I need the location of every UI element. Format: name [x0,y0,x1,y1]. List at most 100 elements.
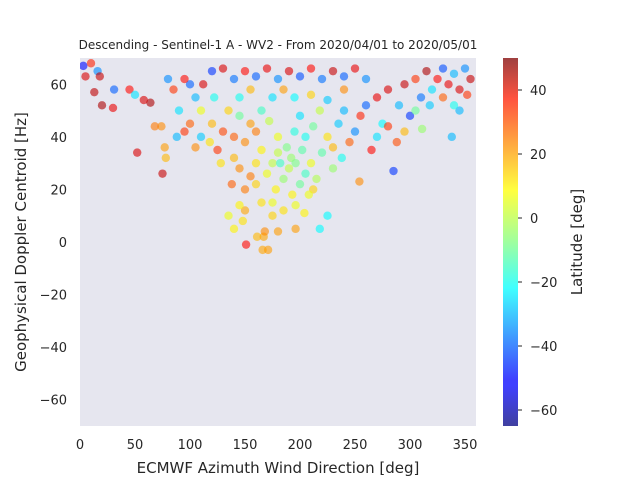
data-point-77 [235,111,244,121]
data-point-85 [295,111,305,121]
y-tick-label: 0 [59,236,67,251]
x-tick-label: 150 [233,438,258,453]
data-point-73 [163,74,173,84]
data-point-54 [301,169,310,178]
x-tick-label: 250 [343,438,368,453]
data-point-9 [229,224,239,234]
data-point-123 [295,72,305,81]
data-point-20 [133,148,142,157]
data-point-136 [323,95,332,105]
data-point-102 [400,80,409,89]
data-point-34 [108,103,118,113]
data-point-16 [291,201,300,210]
y-axis-label: Geophysical Doppler Centroid [Hz] [12,112,30,372]
data-point-88 [315,106,324,115]
data-point-79 [251,127,261,136]
data-point-132 [268,93,277,102]
data-point-8 [315,224,324,234]
data-point-68 [185,80,195,89]
colorbar-tick-label: 20 [530,148,547,163]
x-tick-label: 200 [288,438,313,453]
data-point-162 [438,93,448,102]
data-point-53 [295,179,305,189]
data-point-27 [417,124,427,134]
y-axis-ticks: −60 −40 −20 0 20 40 60 [40,78,67,408]
colorbar-tick-label: −40 [530,340,557,355]
data-point-59 [257,145,266,155]
data-point-128 [350,64,360,73]
data-point-163 [449,101,459,110]
data-point-153 [196,132,206,142]
data-point-15 [323,211,332,220]
data-point-161 [425,101,434,110]
x-tick-label: 0 [76,438,84,453]
data-point-24 [389,166,398,176]
data-point-157 [372,132,382,142]
data-point-10 [238,216,247,226]
data-point-33 [139,95,148,105]
data-point-137 [339,85,349,94]
colorbar-tick-label: 0 [530,212,538,227]
data-point-93 [345,137,354,147]
data-point-49 [262,169,272,178]
colorbar-label: Latitude [deg] [568,189,586,295]
colorbar [503,58,518,426]
x-axis-ticks: 0 50 100 150 200 250 300 350 [76,438,478,453]
colorbar-ticks: −60 −40 −20 0 20 40 [518,84,557,419]
data-point-64 [207,119,217,128]
data-point-139 [227,179,236,189]
data-point-46 [235,164,244,173]
data-point-104 [411,74,420,84]
data-point-101 [394,101,404,110]
data-point-5 [260,227,269,236]
data-point-45 [229,153,239,163]
data-point-7 [291,224,300,234]
data-point-1 [252,232,262,241]
data-point-62 [218,127,228,136]
data-point-103 [405,111,415,121]
data-point-89 [323,132,332,142]
y-tick-label: 40 [50,131,67,146]
data-point-133 [279,85,288,94]
data-point-119 [251,72,261,81]
data-point-35 [97,101,107,110]
data-point-100 [383,85,393,94]
data-point-94 [350,127,360,136]
data-point-50 [271,185,280,194]
data-point-74 [199,80,208,89]
data-point-98 [372,93,382,102]
data-point-117 [229,74,239,84]
data-point-120 [262,64,272,73]
data-point-70 [185,119,195,128]
data-point-95 [356,111,365,121]
data-points [80,59,475,255]
data-point-11 [240,206,250,215]
data-point-82 [273,132,283,142]
data-point-32 [146,98,155,107]
data-point-113 [460,64,470,73]
data-point-40 [95,72,105,81]
data-point-41 [125,85,134,94]
data-point-114 [466,74,475,84]
data-point-155 [180,127,189,136]
y-tick-label: 20 [50,183,67,198]
data-point-22 [161,153,170,163]
data-point-97 [367,145,376,155]
data-point-55 [306,158,316,168]
data-point-144 [279,206,288,215]
data-point-107 [427,85,437,94]
data-point-66 [196,106,206,115]
data-point-125 [317,74,327,84]
data-point-25 [355,177,364,186]
data-point-121 [273,74,283,84]
colorbar-tick-label: −60 [530,404,557,419]
data-point-84 [290,127,299,136]
data-point-4 [263,245,273,255]
data-point-91 [334,119,343,128]
data-point-158 [383,122,393,131]
data-point-0 [241,240,251,249]
data-point-43 [80,61,88,71]
data-point-109 [438,64,448,73]
data-point-19 [257,198,266,207]
data-point-134 [290,93,299,102]
